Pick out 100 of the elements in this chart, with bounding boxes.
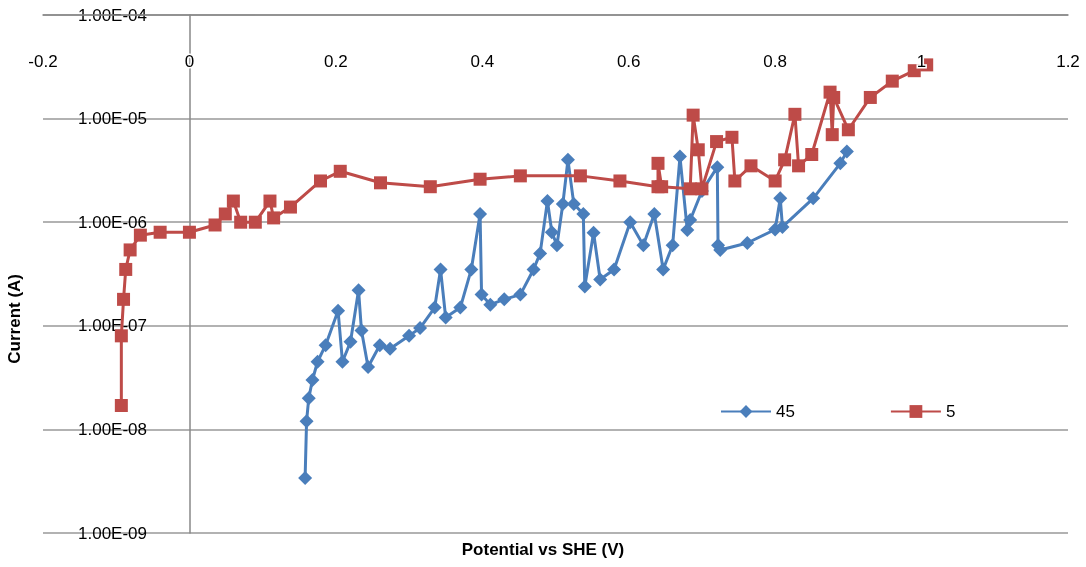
x-tick-label: 0.2 [324, 52, 348, 71]
point [301, 391, 316, 406]
point [566, 196, 581, 211]
point [234, 215, 248, 229]
point [549, 238, 564, 253]
point [453, 300, 468, 315]
point [313, 174, 327, 188]
point [839, 144, 854, 159]
y-tick-label: 1.00E-08 [78, 419, 147, 439]
x-tick-label: 0.4 [470, 52, 495, 71]
point [526, 262, 541, 277]
point [833, 156, 848, 171]
point [383, 341, 398, 356]
point [573, 169, 587, 183]
point [305, 372, 320, 387]
point [544, 225, 559, 240]
point [318, 338, 333, 353]
point [773, 191, 788, 206]
point [123, 243, 137, 257]
point [361, 360, 376, 375]
point [710, 135, 724, 149]
point [331, 303, 346, 318]
point [433, 262, 448, 277]
point [483, 297, 498, 312]
point [806, 191, 821, 206]
point [153, 225, 167, 239]
point [497, 292, 512, 307]
point [402, 328, 417, 343]
x-tick-label: 1 [916, 52, 927, 71]
point [825, 128, 839, 142]
y-axis-title: Current (A) [5, 274, 24, 364]
point [267, 211, 281, 225]
point [218, 207, 232, 221]
point [613, 174, 627, 188]
point [710, 160, 725, 175]
point [636, 238, 651, 253]
x-tick-label: 1.2 [1056, 52, 1080, 71]
point [651, 156, 665, 170]
point [423, 180, 437, 194]
point [374, 176, 388, 190]
point [691, 143, 705, 157]
point [607, 262, 622, 277]
point [841, 123, 855, 137]
point [310, 354, 325, 369]
point [226, 194, 240, 208]
point [744, 159, 758, 173]
point [656, 262, 671, 277]
point [788, 107, 802, 121]
point [775, 219, 790, 234]
y-tick-label: 1.00E-05 [78, 109, 147, 129]
point [533, 246, 548, 261]
point [863, 90, 877, 104]
point [647, 207, 662, 221]
point [672, 149, 687, 164]
point [805, 148, 819, 162]
point [513, 287, 528, 302]
point [413, 321, 428, 336]
point [513, 169, 527, 183]
point [333, 164, 347, 178]
point [298, 470, 313, 485]
point [438, 310, 453, 325]
point [623, 215, 638, 230]
point [665, 238, 680, 253]
point [728, 174, 742, 188]
point [474, 287, 489, 302]
point [593, 272, 608, 287]
point [208, 218, 222, 232]
point [577, 279, 592, 294]
point [372, 338, 387, 353]
point [576, 207, 591, 221]
point [792, 159, 806, 173]
point [182, 225, 196, 239]
point [351, 283, 366, 298]
point [686, 108, 700, 122]
point [683, 213, 698, 227]
point [117, 292, 131, 306]
point [680, 223, 695, 238]
point [655, 180, 669, 194]
point [560, 152, 575, 167]
x-tick-label: 0.8 [763, 52, 787, 71]
point [427, 300, 442, 315]
point [133, 228, 147, 242]
point [473, 207, 488, 221]
point [335, 354, 350, 369]
y-tick-label: 1.00E-06 [78, 212, 147, 232]
point [768, 174, 782, 188]
x-axis-title: Potential vs SHE (V) [461, 540, 625, 559]
point [283, 200, 297, 214]
point [464, 262, 479, 277]
point [119, 262, 133, 276]
point [885, 74, 899, 88]
y-tick-label: 1.00E-04 [78, 5, 147, 25]
y-tick-label: 1.00E-09 [78, 523, 147, 543]
point [725, 130, 739, 144]
legend-label: 45 [776, 402, 795, 421]
point [827, 90, 841, 104]
point [555, 196, 570, 211]
x-tick-label: 0 [184, 52, 195, 71]
point [473, 172, 487, 186]
point [778, 153, 792, 167]
